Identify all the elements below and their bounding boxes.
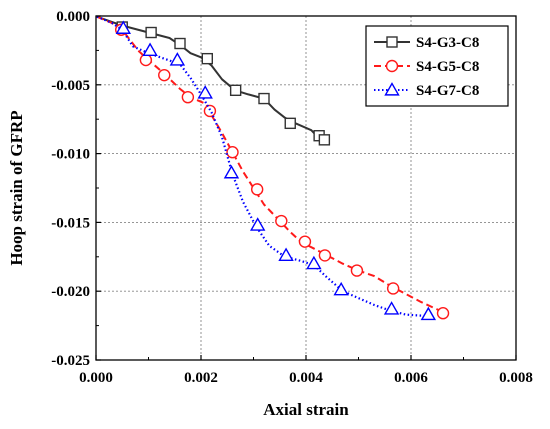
legend-marker (384, 82, 400, 96)
data-point-marker (258, 92, 270, 105)
x-tick-label: 0.008 (499, 370, 533, 386)
data-point-marker (181, 90, 195, 104)
data-point-marker (436, 307, 450, 320)
series-line (96, 15, 443, 313)
x-tick-label: 0.004 (289, 370, 323, 386)
legend-marker (385, 59, 399, 73)
data-point-marker (333, 281, 349, 296)
data-point-marker (169, 52, 186, 66)
data-point-marker (226, 146, 239, 159)
x-tick-label: 0.000 (79, 370, 113, 386)
data-point-marker (197, 85, 213, 99)
data-point-marker (158, 68, 171, 82)
data-point-marker (386, 282, 400, 295)
data-point-marker (201, 52, 214, 65)
legend-label: S4-G7-C8 (416, 83, 479, 99)
y-tick-label: -0.020 (51, 284, 90, 300)
data-point-marker (115, 20, 132, 34)
legend-label: S4-G5-C8 (416, 59, 479, 75)
y-tick-label: -0.015 (51, 215, 90, 231)
y-tick-label: -0.025 (51, 353, 90, 369)
data-point-marker (318, 134, 331, 146)
data-point-marker (420, 306, 437, 321)
axis-ticks: 0.000 0.002 0.004 0.006 0.008 0.000 -0.005 -0.0… (51, 9, 533, 386)
data-point-marker (139, 53, 153, 67)
data-point-marker (250, 183, 264, 196)
series-s4-g7-c8 (96, 15, 437, 321)
y-tick-label: -0.010 (51, 147, 90, 163)
legend-marker (386, 36, 398, 48)
data-point-marker (174, 37, 186, 50)
legend: S4-G3-C8 S4-G5-C8 S4-G7-C8 (365, 25, 509, 107)
data-point-marker (229, 84, 242, 97)
x-tick-label: 0.002 (184, 370, 218, 386)
y-tick-label: -0.005 (51, 78, 90, 94)
data-point-marker (275, 214, 288, 228)
data-point-marker (350, 264, 364, 277)
data-point-marker (306, 255, 322, 270)
data-point-marker (142, 42, 158, 56)
data-point-marker (383, 301, 400, 315)
y-tick-label: 0.000 (56, 9, 90, 25)
data-point-marker (278, 247, 294, 261)
data-point-marker (298, 235, 312, 248)
data-point-marker (249, 217, 266, 231)
data-point-marker (203, 104, 217, 118)
x-axis-title: Axial strain (263, 400, 349, 419)
data-point-marker (145, 26, 157, 39)
x-tick-label: 0.006 (394, 370, 428, 386)
data-point-marker (284, 117, 296, 130)
grid-lines (96, 16, 516, 360)
series-layer (96, 15, 450, 321)
y-axis-title: Hoop strain of GFRP (7, 110, 26, 265)
legend-label: S4-G3-C8 (416, 35, 479, 51)
data-point-marker (318, 249, 332, 262)
series-s4-g5-c8 (96, 15, 450, 320)
series-s4-g3-c8 (96, 15, 331, 146)
data-point-marker (223, 164, 240, 179)
